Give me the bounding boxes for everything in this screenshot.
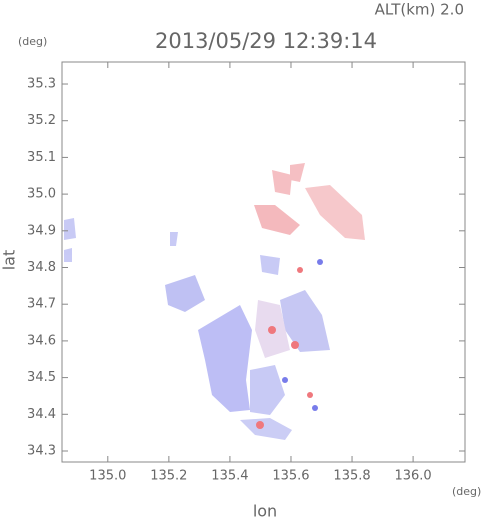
x-tick-label: 136.0 [394,469,431,484]
plot-frame [61,61,466,463]
y-axis-label: lat [0,250,19,271]
y-tick-label: 34.4 [27,407,56,422]
y-tick-label: 35.0 [27,187,56,202]
y-tick-label: 35.3 [27,77,56,92]
echo-field [64,163,365,440]
altitude-label: ALT(km) 2.0 [375,1,464,19]
x-tick-label: 135.6 [272,469,309,484]
y-tick-label: 34.8 [27,260,56,275]
y-tick-label: 35.2 [27,113,56,128]
x-tick-label: 135.8 [333,469,370,484]
y-tick-label: 35.1 [27,150,56,165]
y-tick-label: 34.6 [27,333,56,348]
y-tick-label: 34.3 [27,443,56,458]
chart-title: 2013/05/29 12:39:14 [155,29,377,53]
y-unit: (deg) [18,35,47,48]
x-axis-label: lon [253,502,277,521]
y-tick-label: 34.5 [27,370,56,385]
y-tick-label: 34.9 [27,223,56,238]
y-tick-label: 34.7 [27,297,56,312]
x-tick-label: 135.0 [89,469,126,484]
x-unit: (deg) [452,485,481,498]
x-tick-label: 135.2 [150,469,187,484]
x-tick-label: 135.4 [211,469,248,484]
